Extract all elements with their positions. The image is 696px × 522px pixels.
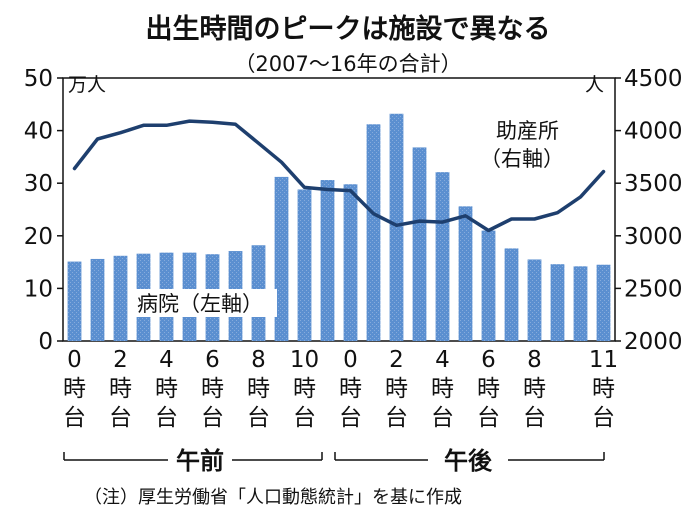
right-tick-label: 2500 — [624, 276, 683, 302]
x-tick-number: 6 — [481, 347, 496, 373]
bar-hospital — [389, 113, 404, 341]
bar-hospital — [320, 180, 335, 341]
bar-hospital — [504, 248, 519, 341]
x-tick-number: 8 — [527, 347, 542, 373]
x-tick-number: 4 — [435, 347, 450, 373]
right-axis-ticks: 2000 2500 3000 3500 4000 4500 — [615, 66, 683, 355]
bar-hospital — [527, 259, 542, 341]
x-tick-unit-2: 台 — [592, 405, 615, 431]
x-tick-unit-1: 時 — [109, 376, 132, 402]
x-tick-unit-1: 時 — [155, 376, 178, 402]
bar-hospital — [366, 124, 381, 342]
left-axis-ticks: 0 10 20 30 40 50 — [24, 66, 63, 355]
right-tick-label: 3500 — [624, 171, 683, 197]
right-tick-label: 2000 — [624, 329, 683, 355]
x-tick-unit-1: 時 — [385, 376, 408, 402]
x-tick-number: 2 — [113, 347, 128, 373]
x-tick-number: 8 — [251, 347, 266, 373]
x-tick-unit-2: 台 — [155, 405, 178, 431]
bar-label-background — [135, 289, 277, 317]
bar-hospital — [297, 189, 312, 341]
x-tick-unit-1: 時 — [247, 376, 270, 402]
x-tick-unit-1: 時 — [339, 376, 362, 402]
x-tick-unit-2: 台 — [385, 405, 408, 431]
x-tick-unit-1: 時 — [431, 376, 454, 402]
right-tick-label: 3000 — [624, 224, 683, 250]
left-tick-label: 30 — [24, 171, 53, 197]
group-label-pm: 午後 — [444, 447, 493, 475]
right-tick-label: 4500 — [624, 66, 683, 92]
bar-hospital — [343, 184, 358, 341]
chart-title: 出生時間のピークは施設で異なる — [146, 13, 551, 45]
x-tick-number: 0 — [343, 347, 358, 373]
bar-hospital — [274, 176, 289, 341]
x-tick-number: 4 — [159, 347, 174, 373]
bar-hospital — [90, 258, 105, 341]
left-tick-label: 40 — [24, 119, 53, 145]
bar-hospital — [481, 230, 496, 341]
source-note: （注）厚生労働省「人口動態統計」を基に作成 — [84, 487, 462, 508]
bar-series-label: 病院（左軸） — [137, 292, 263, 316]
x-tick-unit-2: 台 — [201, 405, 224, 431]
group-bracket-pm — [334, 452, 605, 461]
bar-hospital — [596, 264, 611, 341]
x-tick-unit-1: 時 — [293, 376, 316, 402]
bar-hospital — [67, 261, 82, 341]
x-tick-unit-2: 台 — [247, 405, 270, 431]
line-series-label-1: 助産所 — [496, 119, 559, 143]
left-tick-label: 50 — [24, 66, 53, 92]
x-tick-unit-1: 時 — [201, 376, 224, 402]
x-tick-unit-2: 台 — [477, 405, 500, 431]
group-label-am: 午前 — [176, 447, 224, 475]
x-tick-unit-1: 時 — [63, 376, 86, 402]
right-axis-unit: 人 — [585, 74, 604, 96]
right-tick-label: 4000 — [624, 119, 683, 145]
x-tick-number: 11 — [589, 347, 618, 373]
left-tick-label: 0 — [38, 329, 53, 355]
x-tick-unit-2: 台 — [63, 405, 86, 431]
x-tick-unit-2: 台 — [339, 405, 362, 431]
chart-subtitle: （2007〜16年の合計） — [234, 52, 461, 76]
bar-hospital — [458, 206, 473, 341]
bar-hospital — [550, 264, 565, 341]
group-bracket-am — [63, 452, 323, 461]
left-tick-label: 10 — [24, 276, 53, 302]
bar-hospital — [113, 255, 128, 341]
x-tick-number: 10 — [290, 347, 319, 373]
x-tick-unit-2: 台 — [523, 405, 546, 431]
x-tick-unit-2: 台 — [431, 405, 454, 431]
x-tick-unit-2: 台 — [293, 405, 316, 431]
bar-hospital — [573, 266, 588, 341]
x-tick-unit-2: 台 — [109, 405, 132, 431]
x-tick-unit-1: 時 — [523, 376, 546, 402]
x-tick-number: 2 — [389, 347, 404, 373]
left-tick-label: 20 — [24, 224, 53, 250]
x-tick-unit-1: 時 — [592, 376, 615, 402]
x-tick-number: 6 — [205, 347, 220, 373]
left-axis-unit: 万人 — [68, 74, 106, 96]
line-series-label-2: （右軸） — [480, 147, 564, 171]
bar-series-hospital — [67, 113, 611, 342]
plot-area — [62, 77, 616, 342]
x-tick-unit-1: 時 — [477, 376, 500, 402]
line-series-midwifery — [72, 119, 606, 233]
bar-hospital — [412, 147, 427, 341]
x-tick-number: 0 — [67, 347, 82, 373]
bar-hospital — [435, 172, 450, 341]
